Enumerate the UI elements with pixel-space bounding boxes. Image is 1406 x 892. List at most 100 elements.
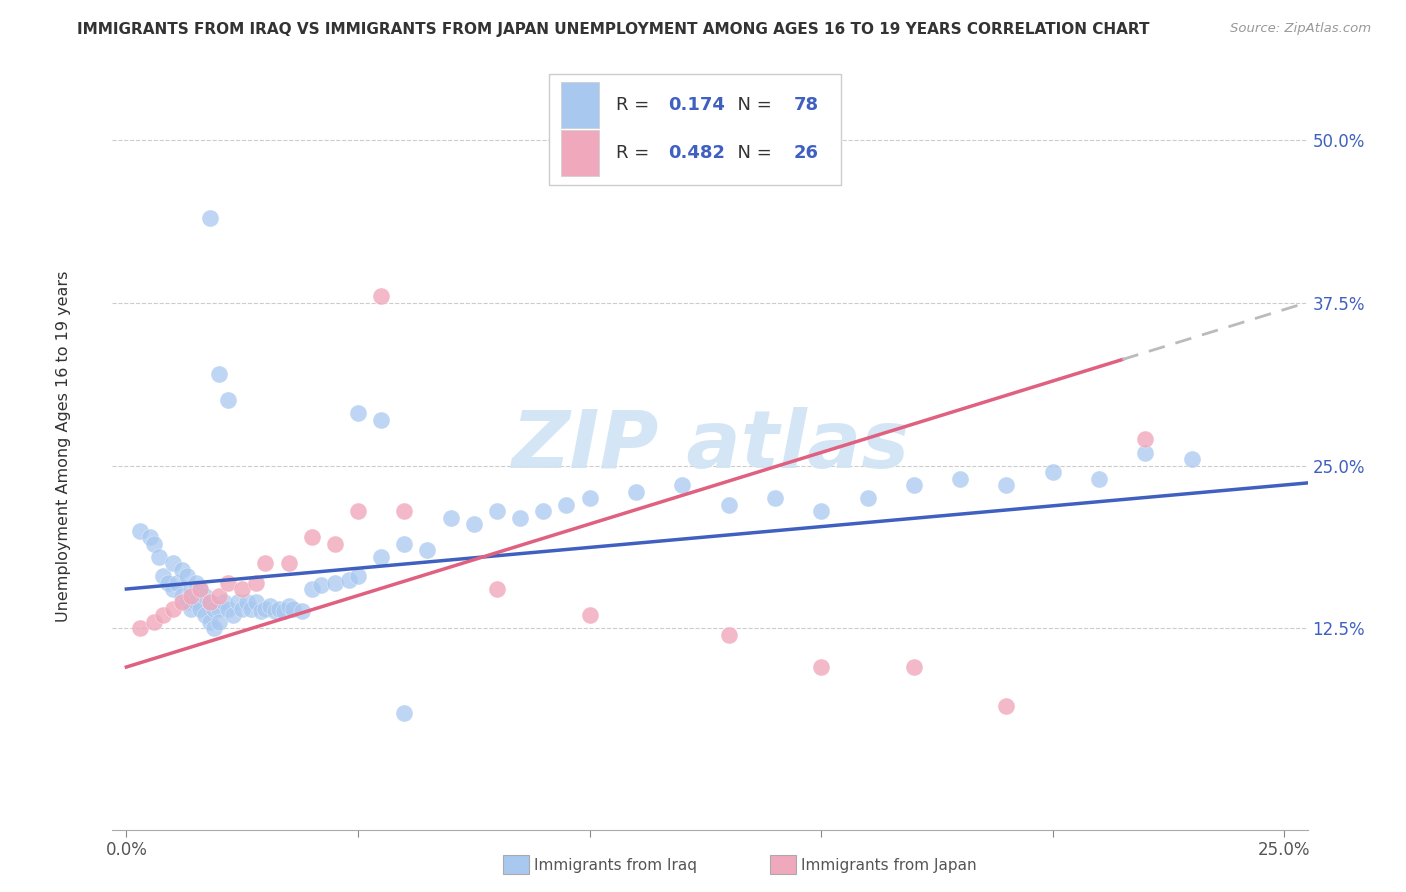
Point xyxy=(995,699,1018,714)
Point xyxy=(254,556,277,570)
Point xyxy=(184,595,207,609)
Point xyxy=(184,575,207,590)
Point xyxy=(810,504,832,518)
Point xyxy=(236,595,259,609)
Point xyxy=(152,569,174,583)
Text: R =: R = xyxy=(616,144,655,162)
Point xyxy=(259,599,281,613)
Point xyxy=(485,582,508,596)
Bar xyxy=(561,130,599,176)
Point xyxy=(190,582,212,596)
Point xyxy=(273,604,295,618)
Point xyxy=(301,582,323,596)
Point xyxy=(180,589,202,603)
Point xyxy=(1135,433,1157,447)
Point xyxy=(485,504,508,518)
Point xyxy=(277,599,299,613)
Point xyxy=(277,556,299,570)
Point xyxy=(226,595,249,609)
Point xyxy=(903,478,925,492)
Point xyxy=(170,589,193,603)
Point xyxy=(394,536,416,550)
Point xyxy=(309,578,332,592)
Point xyxy=(198,615,221,629)
Point xyxy=(1135,445,1157,459)
Point xyxy=(671,478,693,492)
Point xyxy=(370,549,392,564)
Point xyxy=(194,607,217,622)
Point xyxy=(143,615,166,629)
Point xyxy=(198,211,221,226)
Point xyxy=(249,604,271,618)
Text: Immigrants from Japan: Immigrants from Japan xyxy=(801,858,977,872)
Point xyxy=(217,575,239,590)
Point xyxy=(763,491,786,505)
Point xyxy=(157,575,180,590)
Point xyxy=(291,604,314,618)
Point xyxy=(337,573,360,587)
Point xyxy=(1181,452,1204,467)
Point xyxy=(194,589,217,603)
Text: 0.174: 0.174 xyxy=(668,95,725,113)
Point xyxy=(347,407,370,421)
Point xyxy=(202,601,225,615)
Point xyxy=(208,615,231,629)
Text: 26: 26 xyxy=(793,144,818,162)
Bar xyxy=(561,82,599,128)
Point xyxy=(198,595,221,609)
Point xyxy=(245,595,267,609)
Point xyxy=(231,582,253,596)
Point xyxy=(578,491,600,505)
Point xyxy=(263,604,285,618)
Point xyxy=(208,368,231,382)
Text: IMMIGRANTS FROM IRAQ VS IMMIGRANTS FROM JAPAN UNEMPLOYMENT AMONG AGES 16 TO 19 Y: IMMIGRANTS FROM IRAQ VS IMMIGRANTS FROM … xyxy=(77,22,1150,37)
Point xyxy=(440,510,463,524)
Point xyxy=(138,530,160,544)
Point xyxy=(370,289,392,303)
Point xyxy=(394,706,416,720)
Point xyxy=(416,543,439,558)
Point xyxy=(162,582,184,596)
Point xyxy=(347,504,370,518)
Point xyxy=(463,516,485,531)
Point xyxy=(555,498,578,512)
Point xyxy=(301,530,323,544)
Point xyxy=(903,660,925,674)
Point xyxy=(222,607,245,622)
Point xyxy=(152,607,174,622)
Point xyxy=(162,556,184,570)
Text: R =: R = xyxy=(616,95,655,113)
Text: N =: N = xyxy=(725,95,778,113)
Text: Unemployment Among Ages 16 to 19 years: Unemployment Among Ages 16 to 19 years xyxy=(56,270,70,622)
Point xyxy=(1088,471,1111,485)
Point xyxy=(217,393,239,408)
Point xyxy=(212,595,235,609)
Point xyxy=(162,601,184,615)
Point xyxy=(176,595,198,609)
Point xyxy=(949,471,972,485)
Point xyxy=(240,601,263,615)
Text: 78: 78 xyxy=(793,95,818,113)
Point xyxy=(717,498,740,512)
Point xyxy=(281,601,304,615)
Point xyxy=(208,589,231,603)
Point xyxy=(198,595,221,609)
Point xyxy=(180,582,202,596)
Point xyxy=(254,601,277,615)
Point xyxy=(180,601,202,615)
Text: Immigrants from Iraq: Immigrants from Iraq xyxy=(534,858,697,872)
Point xyxy=(323,536,346,550)
Point xyxy=(624,484,647,499)
Point xyxy=(208,601,231,615)
Point xyxy=(166,575,188,590)
Point xyxy=(1042,465,1064,479)
Point xyxy=(202,621,225,635)
Point xyxy=(810,660,832,674)
Point xyxy=(394,504,416,518)
Point xyxy=(856,491,879,505)
Point xyxy=(148,549,170,564)
Point xyxy=(129,621,152,635)
Point xyxy=(995,478,1018,492)
Point xyxy=(347,569,370,583)
Point xyxy=(129,524,152,538)
